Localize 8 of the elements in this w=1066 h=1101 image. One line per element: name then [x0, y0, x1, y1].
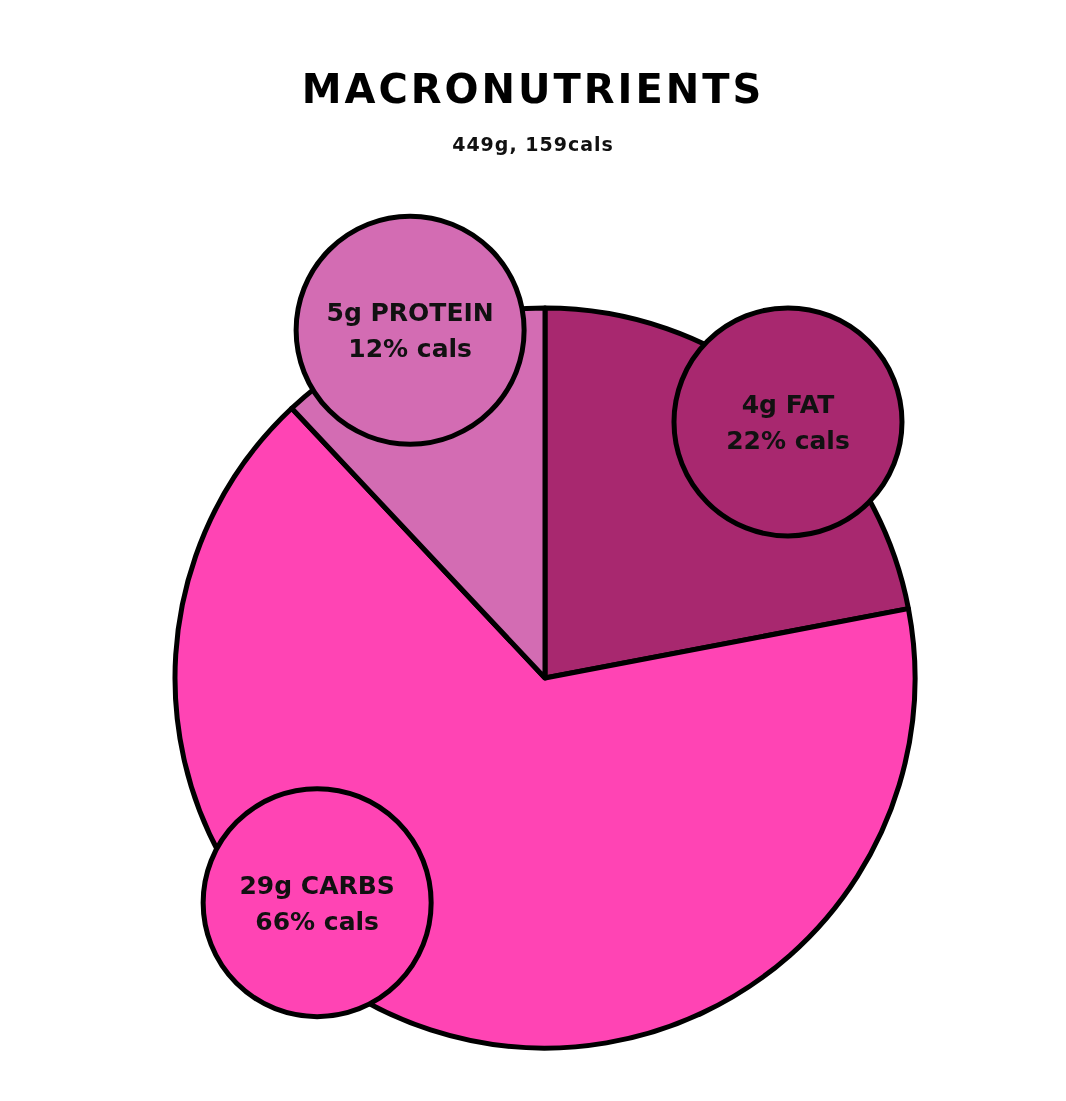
data-label: 22% cals	[726, 425, 850, 455]
slice-label: 29g CARBS	[239, 870, 395, 900]
chart-subtitle: 449g, 159cals	[452, 133, 614, 155]
data-label: 12% cals	[348, 334, 472, 364]
slice-label: 5g PROTEIN	[326, 298, 494, 328]
slice-label: 4g FAT	[741, 389, 835, 419]
chart-title: MACRONUTRIENTS	[301, 66, 765, 112]
data-label: 66% cals	[255, 906, 379, 936]
